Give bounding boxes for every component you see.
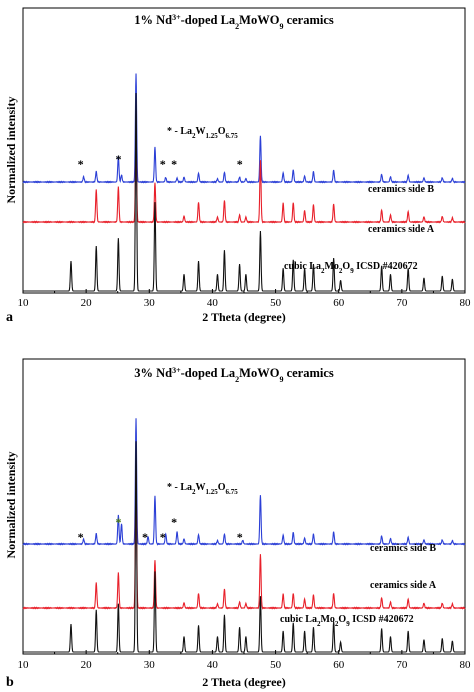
impurity-star: * — [116, 515, 122, 529]
impurity-markers-b: * * * * * * — [78, 515, 243, 544]
panel-title-b: 3% Nd3+-doped La2MoWO9 ceramics — [134, 366, 334, 384]
impurity-star: * — [237, 157, 243, 171]
panel-b: 10 20 30 40 50 60 70 80 * * * * * * 3% Nd3+-doped La… — [4, 358, 472, 690]
curve-label-b-a: ceramics side B — [368, 184, 434, 195]
x-tick-label: 10 — [18, 297, 30, 309]
impurity-legend-a: * - La2W1.25O6.75 — [167, 126, 238, 140]
curves-a — [22, 73, 466, 292]
xrd-curve-side-b — [22, 73, 466, 184]
panel-tag-a: a — [6, 310, 13, 325]
x-tick-label: 30 — [144, 297, 156, 309]
xrd-curve-side-b — [22, 418, 466, 546]
impurity-star: * — [160, 157, 166, 171]
panel-tag-b: b — [6, 675, 14, 690]
y-axis-label-a: Normalized intensity — [4, 97, 18, 204]
x-tick-label: 80 — [460, 659, 472, 671]
panel-title-a: 1% Nd3+-doped La2MoWO9 ceramics — [134, 13, 334, 31]
x-ticks-a: 10 20 30 40 50 60 70 80 — [18, 289, 472, 309]
curves-b — [22, 418, 466, 653]
impurity-star: * — [116, 152, 122, 166]
x-tick-label: 20 — [81, 297, 93, 309]
x-tick-label: 50 — [270, 659, 282, 671]
impurity-markers-a: * * * * * — [78, 152, 243, 171]
impurity-star: * — [160, 530, 166, 544]
x-tick-label: 20 — [81, 659, 93, 671]
impurity-legend-b: * - La2W1.25O6.75 — [167, 482, 238, 496]
impurity-star: * — [78, 530, 84, 544]
impurity-star: * — [171, 157, 177, 171]
x-tick-label: 50 — [270, 297, 282, 309]
curve-label-ref-a: cubic La2Mo2O9 ICSD #420672 — [284, 261, 418, 275]
xrd-curve-reference — [23, 441, 465, 653]
x-axis-label-a: 2 Theta (degree) — [202, 310, 286, 324]
xrd-curve-side-a — [22, 471, 466, 610]
plot-frame-b — [22, 358, 466, 655]
impurity-star: * — [78, 157, 84, 171]
x-tick-label: 70 — [396, 297, 408, 309]
x-tick-label: 70 — [396, 659, 408, 671]
curve-label-ref-b: cubic La2Mo2O9 ICSD #420672 — [280, 614, 414, 628]
plot-frame-a — [22, 7, 466, 294]
impurity-star: * — [171, 515, 177, 529]
x-tick-label: 30 — [144, 659, 156, 671]
curve-label-a-b: ceramics side A — [370, 580, 437, 591]
x-axis-label-b: 2 Theta (degree) — [202, 675, 286, 689]
panel-a: 10 20 30 40 50 60 70 80 * * * * * 1% Nd3+-doped La2… — [4, 7, 472, 325]
xrd-curve-side-a — [22, 139, 466, 224]
impurity-star: * — [142, 530, 148, 544]
y-axis-label-b: Normalized intensity — [4, 452, 18, 559]
impurity-star: * — [237, 530, 243, 544]
x-tick-label: 40 — [207, 297, 219, 309]
x-tick-label: 80 — [460, 297, 472, 309]
curve-label-a-a: ceramics side A — [368, 224, 435, 235]
x-tick-label: 40 — [207, 659, 219, 671]
x-ticks-b: 10 20 30 40 50 60 70 80 — [18, 650, 472, 671]
x-tick-label: 60 — [333, 297, 345, 309]
curve-label-b-b: ceramics side B — [370, 543, 436, 554]
x-tick-label: 60 — [333, 659, 345, 671]
xrd-curve-reference — [23, 92, 465, 292]
x-tick-label: 10 — [18, 659, 30, 671]
